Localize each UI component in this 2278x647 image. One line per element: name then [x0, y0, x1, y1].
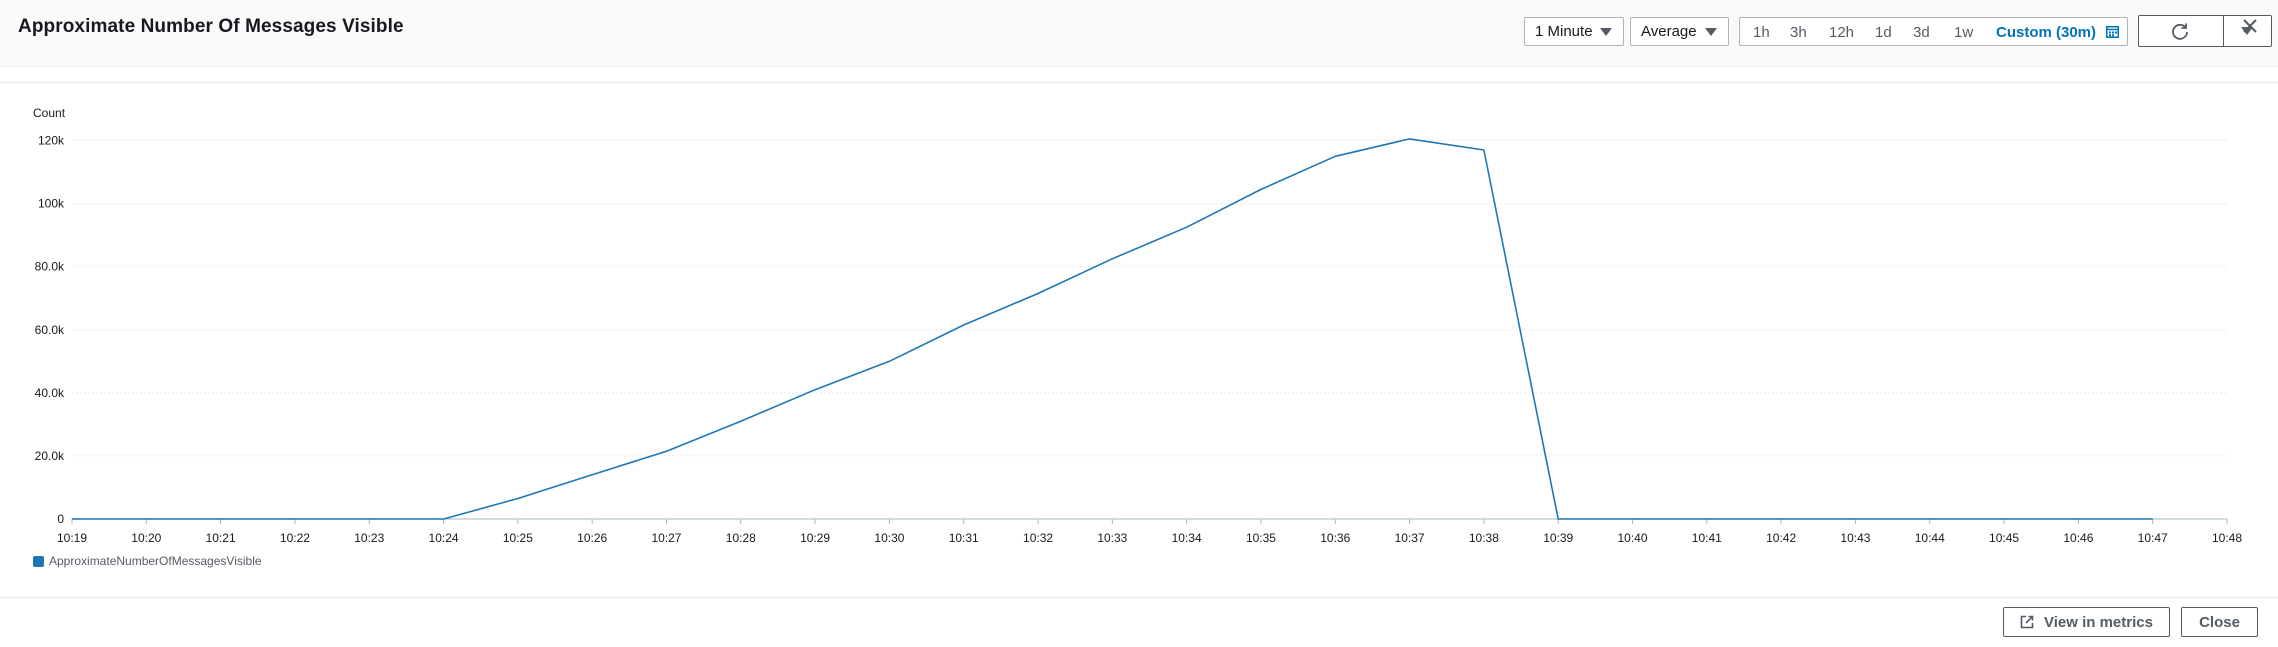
x-tick-label: 10:32 — [1023, 531, 1053, 545]
gridlines — [72, 140, 2227, 520]
period-select[interactable]: 1 Minute — [1524, 17, 1624, 46]
legend-label: ApproximateNumberOfMessagesVisible — [49, 554, 262, 568]
y-tick-label: 0 — [57, 512, 64, 526]
header-separator — [0, 82, 2278, 83]
chevron-down-icon — [2241, 27, 2253, 35]
x-tick-label: 10:34 — [1172, 531, 1202, 545]
x-tick-label: 10:21 — [206, 531, 236, 545]
x-tick-label: 10:38 — [1469, 531, 1499, 545]
range-1w[interactable]: 1w — [1954, 24, 1974, 41]
statistic-select[interactable]: Average — [1630, 17, 1729, 46]
refresh-options-dropdown[interactable] — [2224, 16, 2271, 46]
chart-legend[interactable]: ApproximateNumberOfMessagesVisible — [33, 553, 262, 569]
close-icon[interactable] — [2240, 16, 2260, 36]
line-chart: 0 20.0k 40.0k 60.0k 80.0k 100k 120k 10:19 10:20… — [33, 106, 2242, 545]
view-in-metrics-label: View in metrics — [2044, 613, 2153, 631]
x-tick-label: 10:40 — [1618, 531, 1648, 545]
series-lines — [72, 138, 2153, 520]
range-1h[interactable]: 1h — [1753, 24, 1770, 41]
x-tick-label: 10:33 — [1097, 531, 1127, 545]
range-custom[interactable]: Custom (30m) — [1996, 24, 2097, 41]
view-in-metrics-button[interactable]: View in metrics — [2003, 607, 2170, 637]
x-tick-label: 10:24 — [429, 531, 459, 545]
y-tick-label: 40.0k — [35, 386, 65, 400]
refresh-button-group — [2138, 15, 2272, 47]
x-tick-label: 10:41 — [1692, 531, 1722, 545]
x-tick-label: 10:26 — [577, 531, 607, 545]
x-tick-label: 10:27 — [651, 531, 681, 545]
x-axis-ticks: 10:19 10:20 10:21 10:22 10:23 10:24 10:25 10:26… — [57, 519, 2242, 545]
x-tick-label: 10:42 — [1766, 531, 1796, 545]
refresh-icon — [2172, 23, 2188, 40]
x-tick-label: 10:36 — [1320, 531, 1350, 545]
range-12h[interactable]: 12h — [1829, 24, 1855, 41]
refresh-button[interactable] — [2139, 16, 2223, 46]
y-tick-label: 60.0k — [35, 323, 65, 337]
statistic-value: Average — [1641, 23, 1697, 40]
caret-down-icon — [1600, 28, 1612, 36]
series-line[interactable] — [72, 138, 2153, 520]
x-tick-label: 10:31 — [949, 531, 979, 545]
y-axis-ticks: 0 20.0k 40.0k 60.0k 80.0k 100k 120k — [35, 134, 65, 527]
x-tick-label: 10:43 — [1840, 531, 1870, 545]
x-tick-label: 10:37 — [1395, 531, 1425, 545]
time-range-selector: 1h 3h 12h 1d 3d 1w Custom (30m) — [1739, 17, 2128, 46]
x-tick-label: 10:23 — [354, 531, 384, 545]
x-tick-label: 10:44 — [1915, 531, 1945, 545]
x-tick-label: 10:46 — [2063, 531, 2093, 545]
x-tick-label: 10:35 — [1246, 531, 1276, 545]
caret-down-icon — [1705, 28, 1717, 36]
period-value: 1 Minute — [1535, 23, 1593, 40]
close-button[interactable]: Close — [2181, 607, 2258, 637]
x-tick-label: 10:29 — [800, 531, 830, 545]
legend-swatch — [33, 555, 44, 567]
y-tick-label: 120k — [38, 134, 65, 148]
y-axis-unit-label: Count — [33, 106, 66, 120]
x-tick-label: 10:19 — [57, 531, 87, 545]
range-3h[interactable]: 3h — [1790, 24, 1807, 41]
x-tick-label: 10:39 — [1543, 531, 1573, 545]
button-divider — [2223, 16, 2224, 46]
x-tick-label: 10:22 — [280, 531, 310, 545]
footer-separator — [0, 597, 2278, 598]
widget-header: Approximate Number Of Messages Visible 1… — [0, 0, 2278, 67]
x-tick-label: 10:47 — [2138, 531, 2168, 545]
x-tick-label: 10:48 — [2212, 531, 2242, 545]
close-button-label: Close — [2199, 613, 2240, 631]
y-tick-label: 100k — [38, 197, 65, 211]
external-link-icon — [2020, 615, 2034, 629]
x-tick-label: 10:25 — [503, 531, 533, 545]
range-3d[interactable]: 3d — [1913, 24, 1930, 41]
range-1d[interactable]: 1d — [1875, 24, 1892, 41]
widget-title: Approximate Number Of Messages Visible — [18, 16, 404, 37]
x-tick-label: 10:20 — [131, 531, 161, 545]
x-tick-label: 10:45 — [1989, 531, 2019, 545]
x-tick-label: 10:28 — [726, 531, 756, 545]
y-tick-label: 80.0k — [35, 260, 65, 274]
y-tick-label: 20.0k — [35, 449, 65, 463]
calendar-icon[interactable] — [2106, 25, 2119, 38]
x-tick-label: 10:30 — [874, 531, 904, 545]
